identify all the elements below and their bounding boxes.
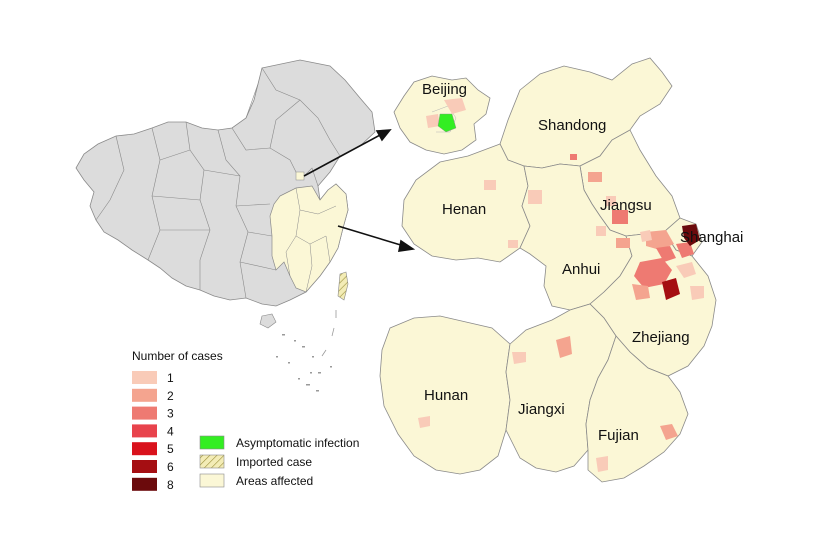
legend-label-4: 4 xyxy=(167,424,174,438)
beijing-case-area-2 xyxy=(426,114,440,128)
case-area xyxy=(418,416,430,428)
legend-symbol-label-1: Imported case xyxy=(236,455,312,469)
overview-beijing xyxy=(295,171,305,181)
region-fujian xyxy=(585,335,689,483)
case-area xyxy=(634,258,672,288)
label-beijing: Beijing xyxy=(422,81,467,98)
region-henan xyxy=(401,143,531,263)
case-area xyxy=(556,336,572,358)
case-area xyxy=(512,352,526,364)
region-hunan xyxy=(379,315,511,475)
legend-label-2: 2 xyxy=(167,389,174,403)
case-area xyxy=(606,196,616,206)
legend-symbol-swatch-1 xyxy=(199,454,225,469)
china-mainland-unaffected xyxy=(75,59,376,307)
case-area xyxy=(528,190,542,204)
legend-symbol-swatch-2 xyxy=(199,473,225,488)
legend-label-5: 5 xyxy=(167,442,174,456)
case-count-legend: 1 2 3 4 5 6 8 xyxy=(132,371,174,492)
south-china-sea-islands xyxy=(276,334,332,392)
legend-swatch-6 xyxy=(132,460,157,473)
legend-label-3: 3 xyxy=(167,407,174,421)
legend-symbol-label-2: Areas affected xyxy=(236,474,313,488)
legend-symbol-swatch-0 xyxy=(199,435,225,450)
legend-title: Number of cases xyxy=(132,349,223,363)
label-henan: Henan xyxy=(442,201,486,218)
case-area xyxy=(596,226,606,236)
label-shanghai: Shanghai xyxy=(680,229,743,246)
case-area-shanghai-high xyxy=(682,224,700,246)
zoom-arrows xyxy=(303,129,416,252)
case-area xyxy=(508,240,518,248)
case-area xyxy=(676,242,694,258)
nine-dash-line xyxy=(321,310,337,357)
legend-symbol-label-0: Asymptomatic infection xyxy=(236,436,359,450)
label-jiangsu: Jiangsu xyxy=(600,197,652,214)
case-area xyxy=(640,230,652,242)
label-fujian: Fujian xyxy=(598,427,639,444)
legend-label-6: 6 xyxy=(167,460,174,474)
legend-swatch-1 xyxy=(132,371,157,384)
legend-label-8: 8 xyxy=(167,478,174,492)
east-china-detail-map: Beijing Shandong Henan Jiangsu Shanghai … xyxy=(379,57,743,483)
legend-swatch-8 xyxy=(132,477,157,491)
label-jiangxi: Jiangxi xyxy=(518,401,565,418)
label-zhejiang: Zhejiang xyxy=(632,329,690,346)
symbol-legend: Asymptomatic infection Imported case Areas… xyxy=(199,435,359,488)
case-area xyxy=(612,210,628,224)
case-area xyxy=(676,262,696,278)
arrow-to-beijing xyxy=(303,133,383,177)
overview-province-borders xyxy=(95,67,341,299)
case-area xyxy=(656,246,676,262)
label-shandong: Shandong xyxy=(538,117,606,134)
legend-swatch-2 xyxy=(132,388,157,402)
region-shandong xyxy=(499,57,673,169)
overview-hainan xyxy=(259,313,277,329)
case-area xyxy=(596,456,608,472)
beijing-case-area-1 xyxy=(444,98,466,114)
legend: Number of cases 1 2 3 4 5 6 8 Asymptomatic inf… xyxy=(132,349,359,492)
case-areas xyxy=(418,154,704,472)
beijing-asymptomatic-area xyxy=(437,113,457,133)
legend-label-1: 1 xyxy=(167,371,174,385)
legend-swatch-5 xyxy=(132,442,157,456)
beijing-inset xyxy=(393,75,491,155)
case-area xyxy=(484,180,496,190)
label-hunan: Hunan xyxy=(424,387,468,404)
label-anhui: Anhui xyxy=(562,261,600,278)
case-area xyxy=(646,230,674,250)
case-area xyxy=(690,286,704,300)
case-area xyxy=(570,154,577,160)
case-area xyxy=(632,284,650,300)
case-area xyxy=(616,238,630,248)
china-overview-map xyxy=(75,59,376,392)
legend-swatch-4 xyxy=(132,424,157,438)
case-area-zhejiang-high xyxy=(662,278,680,300)
overview-affected-provinces xyxy=(269,183,349,293)
overview-taiwan-imported xyxy=(337,271,349,301)
case-area xyxy=(588,172,602,182)
case-area xyxy=(660,424,678,440)
arrow-to-east-china xyxy=(337,225,405,247)
legend-swatch-3 xyxy=(132,406,157,420)
